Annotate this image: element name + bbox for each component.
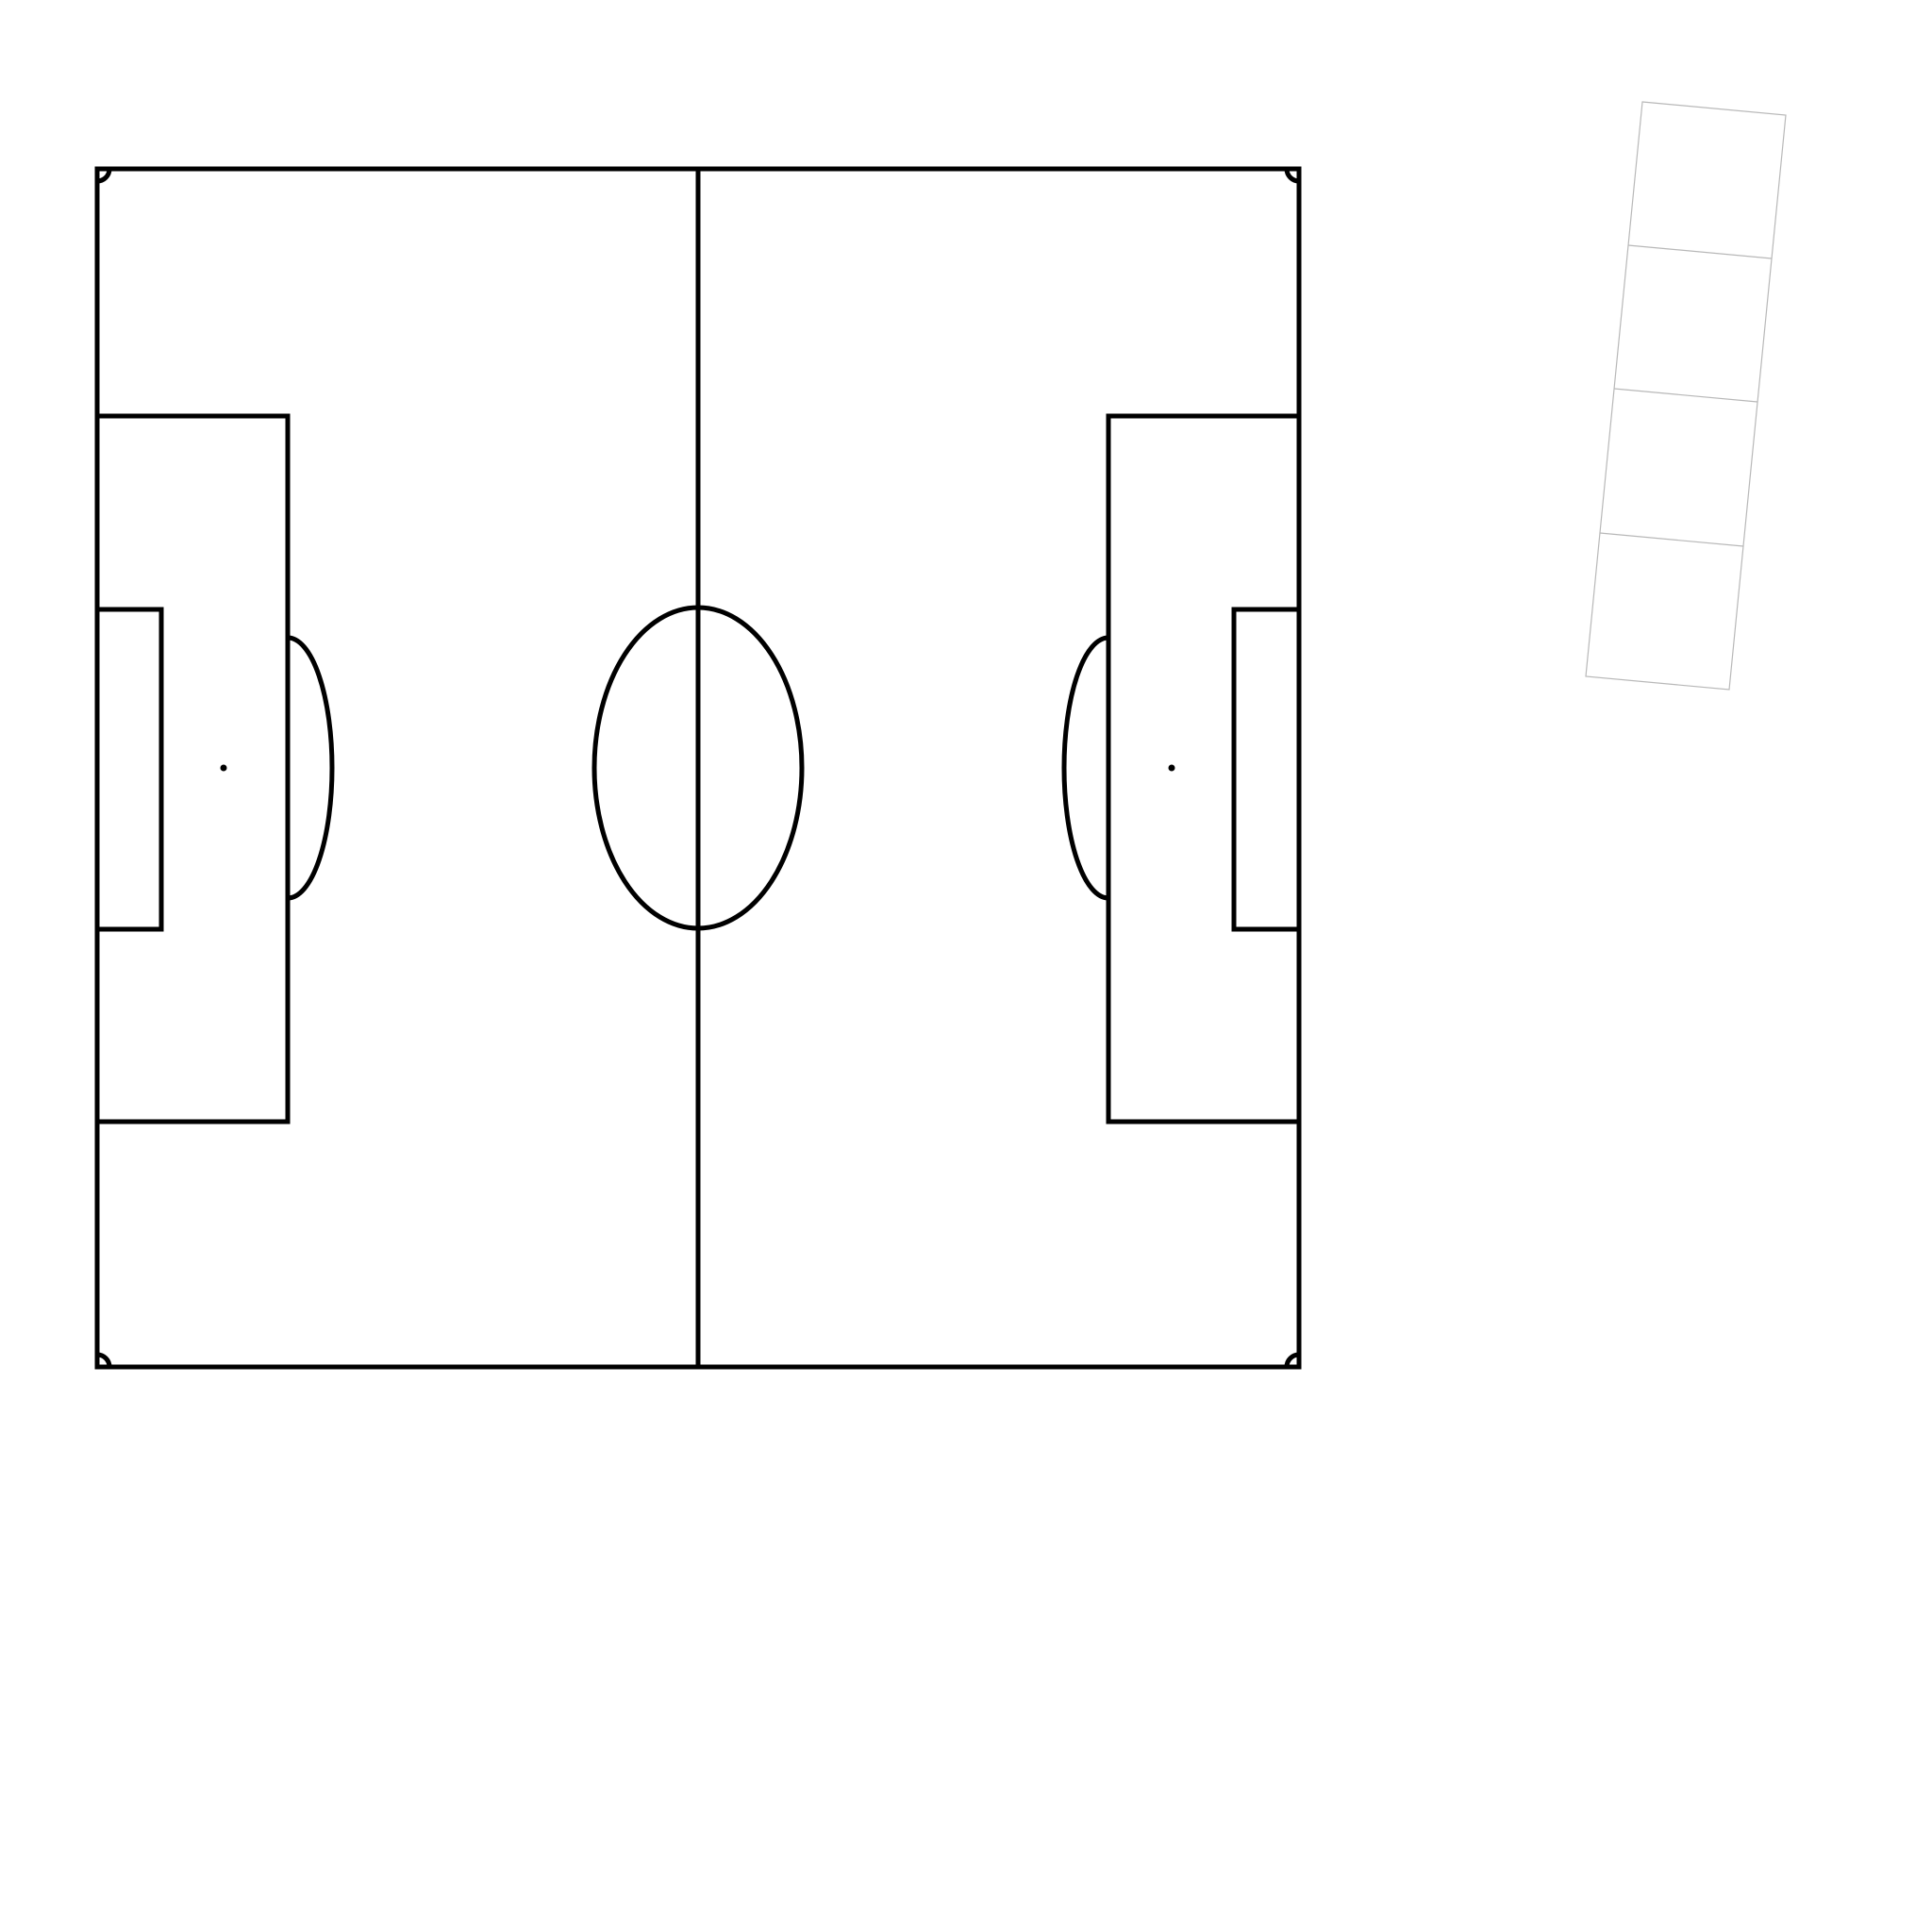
left-goal-area <box>94 607 164 932</box>
corner-arc-bottom-right <box>1284 1352 1300 1368</box>
bench-outline <box>1585 101 1787 691</box>
center-circle <box>591 605 805 931</box>
bench-slot-divider <box>1599 532 1744 547</box>
bench-slot-divider <box>1627 244 1773 259</box>
corner-arc-top-left <box>96 168 112 184</box>
right-penalty-spot <box>1168 764 1175 772</box>
corner-arc-bottom-left <box>96 1352 112 1368</box>
right-penalty-arc <box>1061 635 1109 901</box>
bench-slot-divider <box>1613 388 1758 403</box>
substitutes-bench-panel <box>1585 101 1787 691</box>
soccer-pitch <box>94 166 1302 1370</box>
left-penalty-area <box>94 413 291 1124</box>
corner-arc-top-right <box>1284 168 1300 184</box>
left-penalty-spot <box>220 764 227 772</box>
right-goal-area <box>1231 607 1302 932</box>
right-penalty-area <box>1106 413 1302 1124</box>
left-penalty-arc <box>287 635 335 901</box>
